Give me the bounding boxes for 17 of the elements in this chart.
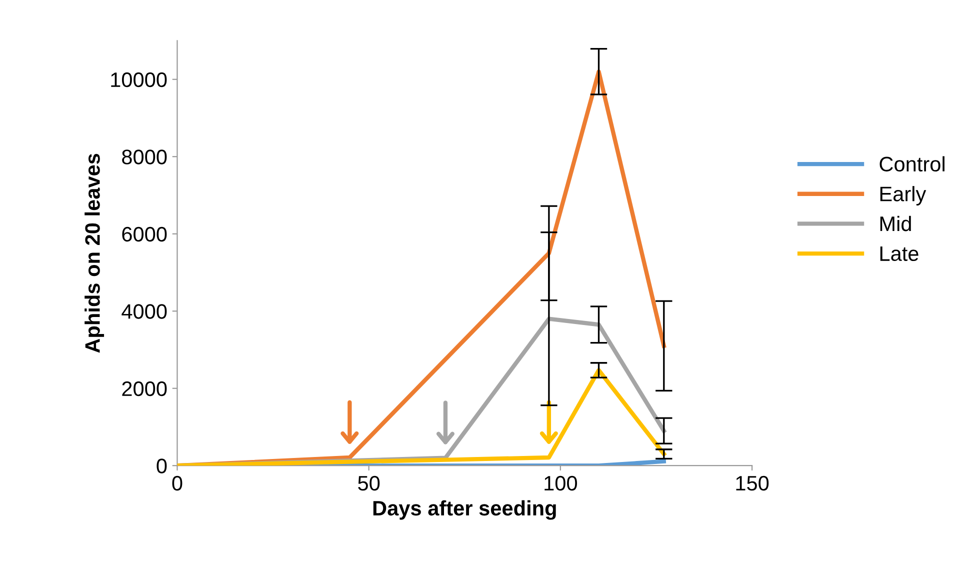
legend-label: Late [880,246,918,262]
y-tick-label: 0 [156,458,167,474]
x-tick-label: 0 [172,476,182,491]
line-series [177,368,666,466]
y-tick-label: 8000 [122,150,167,164]
y-axis-title: Aphids on 20 leaves [84,154,104,353]
legend-label: Control [880,156,944,172]
y-tick-label: 4000 [122,304,167,319]
x-axis-title: Days after seeding [373,500,556,520]
legend-label: Mid [880,216,911,232]
x-tick-label: 100 [544,476,577,491]
x-tick-label: 50 [358,476,380,491]
legend-label: Early [880,186,926,206]
y-tick-label: 6000 [122,226,167,242]
x-tick-label: 150 [736,476,769,491]
y-tick-label: 2000 [122,381,167,396]
y-tick-label: 10000 [111,72,167,88]
